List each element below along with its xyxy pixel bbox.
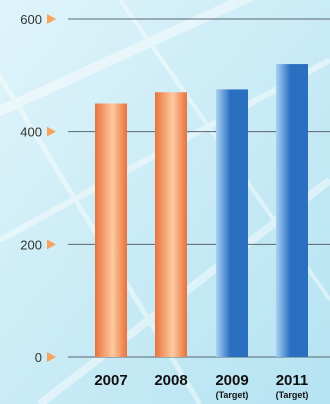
bar-actual xyxy=(155,92,187,357)
x-tick-label: 2008 xyxy=(154,372,187,389)
x-tick-label: 2009 xyxy=(215,372,248,389)
y-tick-label: 0 xyxy=(35,350,42,365)
bar-actual xyxy=(95,103,127,357)
x-tick-sublabel: (Target) xyxy=(276,390,309,400)
y-tick-marker xyxy=(47,352,56,362)
x-tick-label: 2007 xyxy=(94,372,127,389)
y-tick-marker xyxy=(47,239,56,250)
y-tick-marker xyxy=(47,14,56,24)
bars xyxy=(95,64,308,358)
y-tick-label: 600 xyxy=(20,12,42,27)
y-axis: 0 200 400 600 xyxy=(20,12,56,365)
y-tick-marker xyxy=(47,126,56,137)
x-axis: 2007 2008 2009(Target)2011(Target) xyxy=(94,372,308,400)
x-tick-label: 2011 xyxy=(276,372,309,389)
bar-target xyxy=(276,64,308,358)
bar-target xyxy=(216,89,248,358)
x-tick-sublabel: (Target) xyxy=(216,390,249,400)
y-tick-label: 400 xyxy=(20,125,42,140)
y-tick-label: 200 xyxy=(20,237,42,252)
